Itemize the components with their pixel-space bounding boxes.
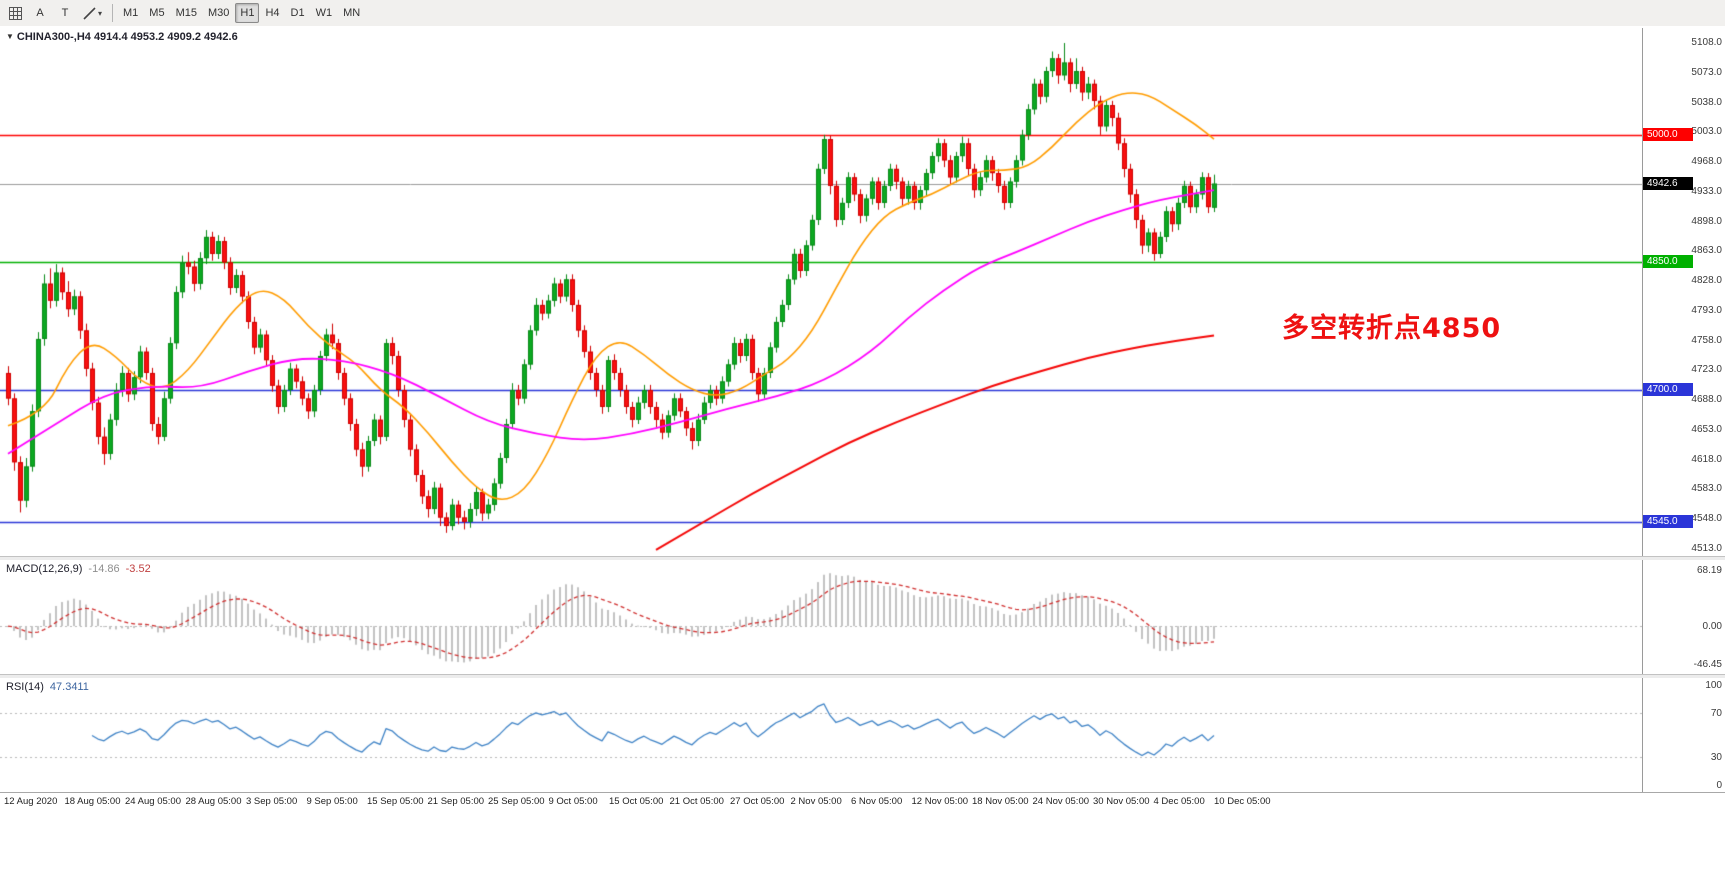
macd-label: MACD(12,26,9) bbox=[6, 563, 83, 575]
macd-axis-label: 0.00 bbox=[1702, 621, 1722, 633]
price-axis-label: 4793.0 bbox=[1691, 304, 1722, 316]
hline-price-tag: 4850.0 bbox=[1643, 255, 1693, 269]
macd-canvas[interactable] bbox=[0, 560, 1642, 674]
rsi-axis[interactable]: 100 70 30 0 bbox=[1642, 678, 1725, 792]
time-axis-label: 25 Sep 05:00 bbox=[488, 796, 545, 807]
rsi-panel: RSI(14) 47.3411 100 70 30 0 bbox=[0, 678, 1725, 792]
price-axis-label: 4933.0 bbox=[1691, 185, 1722, 197]
price-axis-label: 4863.0 bbox=[1691, 245, 1722, 257]
time-axis-label: 4 Dec 05:00 bbox=[1153, 796, 1205, 807]
toolbar-separator bbox=[112, 4, 114, 22]
price-axis-label: 5038.0 bbox=[1691, 96, 1722, 108]
price-axis-label: 5003.0 bbox=[1691, 126, 1722, 138]
line-icon bbox=[83, 6, 96, 20]
timeframe-button-d1[interactable]: D1 bbox=[286, 3, 310, 23]
current-price-tag: 4942.6 bbox=[1643, 176, 1693, 190]
time-axis-label: 12 Nov 05:00 bbox=[911, 796, 969, 807]
time-axis-label: 21 Sep 05:00 bbox=[427, 796, 485, 807]
hline-price-tag: 4545.0 bbox=[1643, 514, 1693, 528]
symbol-ohlc-line: ▼ CHINA300-,H4 4914.4 4953.2 4909.2 4942.… bbox=[6, 31, 238, 43]
text-a-tool-button[interactable]: A bbox=[28, 3, 52, 23]
chart-menu-icon: ▼ bbox=[6, 32, 14, 41]
timeframe-button-m1[interactable]: M1 bbox=[118, 3, 143, 23]
top-toolbar: A T ▾ M1 M5 M15 M30 H1 H4 D1 W1 MN bbox=[0, 0, 1725, 27]
price-axis-label: 4583.0 bbox=[1691, 483, 1722, 495]
time-axis-label: 9 Sep 05:00 bbox=[306, 796, 358, 807]
timeframe-group: M1 M5 M15 M30 H1 H4 D1 W1 MN bbox=[118, 3, 365, 23]
rsi-label-line: RSI(14) 47.3411 bbox=[6, 681, 89, 693]
timeframe-button-h1[interactable]: H1 bbox=[235, 3, 260, 23]
grid-icon bbox=[8, 6, 22, 20]
time-axis-label: 27 Oct 05:00 bbox=[730, 796, 785, 807]
timeframe-button-mn[interactable]: MN bbox=[338, 3, 365, 23]
rsi-canvas[interactable] bbox=[0, 678, 1642, 792]
draw-line-tool-button[interactable]: ▾ bbox=[78, 3, 107, 23]
timeframe-button-m15[interactable]: M15 bbox=[171, 3, 202, 23]
rsi-axis-label: 70 bbox=[1710, 708, 1722, 719]
rsi-label: RSI(14) bbox=[6, 681, 44, 693]
price-axis[interactable]: 5108.0 5073.0 5038.0 5003.0 4968.0 4933.0 4898… bbox=[1642, 28, 1725, 556]
price-axis-label: 4898.0 bbox=[1691, 215, 1722, 227]
drawing-tools-group: A T ▾ bbox=[3, 3, 107, 23]
time-axis-label: 15 Oct 05:00 bbox=[609, 796, 664, 807]
time-axis-label: 10 Dec 05:00 bbox=[1214, 796, 1271, 807]
time-axis-label: 24 Nov 05:00 bbox=[1032, 796, 1090, 807]
rsi-axis-label: 100 bbox=[1705, 680, 1722, 691]
text-t-tool-button[interactable]: T bbox=[53, 3, 77, 23]
rsi-value: 47.3411 bbox=[49, 681, 89, 693]
timeframe-button-m5[interactable]: M5 bbox=[144, 3, 169, 23]
time-axis-label: 24 Aug 05:00 bbox=[125, 796, 181, 807]
time-axis-label: 6 Nov 05:00 bbox=[851, 796, 903, 807]
price-axis-label: 5108.0 bbox=[1691, 37, 1722, 48]
macd-axis-label: -46.45 bbox=[1693, 659, 1722, 671]
time-axis-label: 3 Sep 05:00 bbox=[246, 796, 298, 807]
price-axis-label: 4723.0 bbox=[1691, 364, 1722, 376]
time-axis-label: 12 Aug 2020 bbox=[4, 796, 58, 807]
macd-label-line: MACD(12,26,9) -14.86 -3.52 bbox=[6, 563, 151, 575]
chevron-down-icon: ▾ bbox=[98, 8, 103, 18]
macd-main-value: -14.86 bbox=[88, 563, 120, 575]
price-axis-label: 4513.0 bbox=[1691, 543, 1722, 554]
hline-price-tag: 5000.0 bbox=[1643, 127, 1693, 141]
price-axis-label: 4828.0 bbox=[1691, 275, 1722, 287]
macd-signal-value: -3.52 bbox=[125, 563, 151, 575]
price-axis-label: 4968.0 bbox=[1691, 156, 1722, 168]
price-axis-label: 4758.0 bbox=[1691, 334, 1722, 346]
macd-axis-label: 68.19 bbox=[1696, 564, 1722, 576]
time-axis-label: 2 Nov 05:00 bbox=[790, 796, 842, 807]
text-a-tool-label: A bbox=[36, 7, 44, 19]
time-axis-label: 18 Aug 05:00 bbox=[64, 796, 121, 807]
price-axis-label: 4618.0 bbox=[1691, 453, 1722, 465]
timeframe-button-m30[interactable]: M30 bbox=[203, 3, 234, 23]
price-axis-label: 4688.0 bbox=[1691, 394, 1722, 406]
price-annotation-text: 多空转折点4850 bbox=[1282, 313, 1502, 344]
timeframe-button-h4[interactable]: H4 bbox=[260, 3, 284, 23]
candlestick-chart-canvas[interactable] bbox=[0, 28, 1642, 556]
price-axis-label: 4548.0 bbox=[1691, 513, 1722, 525]
macd-axis[interactable]: 68.19 0.00 -46.45 bbox=[1642, 560, 1725, 674]
time-axis-label: 18 Nov 05:00 bbox=[972, 796, 1029, 807]
time-axis[interactable]: 12 Aug 2020 18 Aug 05:00 24 Aug 05:00 28 Au… bbox=[0, 792, 1725, 811]
symbol-ohlc-text: CHINA300-,H4 4914.4 4953.2 4909.2 4942.6 bbox=[16, 31, 238, 43]
time-axis-label: 15 Sep 05:00 bbox=[367, 796, 424, 807]
time-axis-label: 28 Aug 05:00 bbox=[185, 796, 242, 807]
price-axis-label: 4653.0 bbox=[1691, 423, 1722, 435]
price-axis-label: 5073.0 bbox=[1691, 66, 1722, 78]
rsi-axis-label: 0 bbox=[1716, 780, 1722, 791]
price-panel: ▼ CHINA300-,H4 4914.4 4953.2 4909.2 4942.… bbox=[0, 28, 1725, 556]
rsi-axis-label: 30 bbox=[1710, 752, 1722, 763]
grid-tool-button[interactable] bbox=[3, 3, 27, 23]
text-t-tool-label: T bbox=[61, 7, 69, 19]
time-axis-label: 9 Oct 05:00 bbox=[548, 796, 598, 807]
time-axis-label: 30 Nov 05:00 bbox=[1093, 796, 1150, 807]
macd-panel: MACD(12,26,9) -14.86 -3.52 68.19 0.00 -46.45 bbox=[0, 560, 1725, 674]
hline-price-tag: 4700.0 bbox=[1643, 382, 1693, 396]
chart-workspace: ▼ CHINA300-,H4 4914.4 4953.2 4909.2 4942.… bbox=[0, 26, 1725, 895]
timeframe-button-w1[interactable]: W1 bbox=[311, 3, 338, 23]
time-axis-label: 21 Oct 05:00 bbox=[669, 796, 724, 807]
